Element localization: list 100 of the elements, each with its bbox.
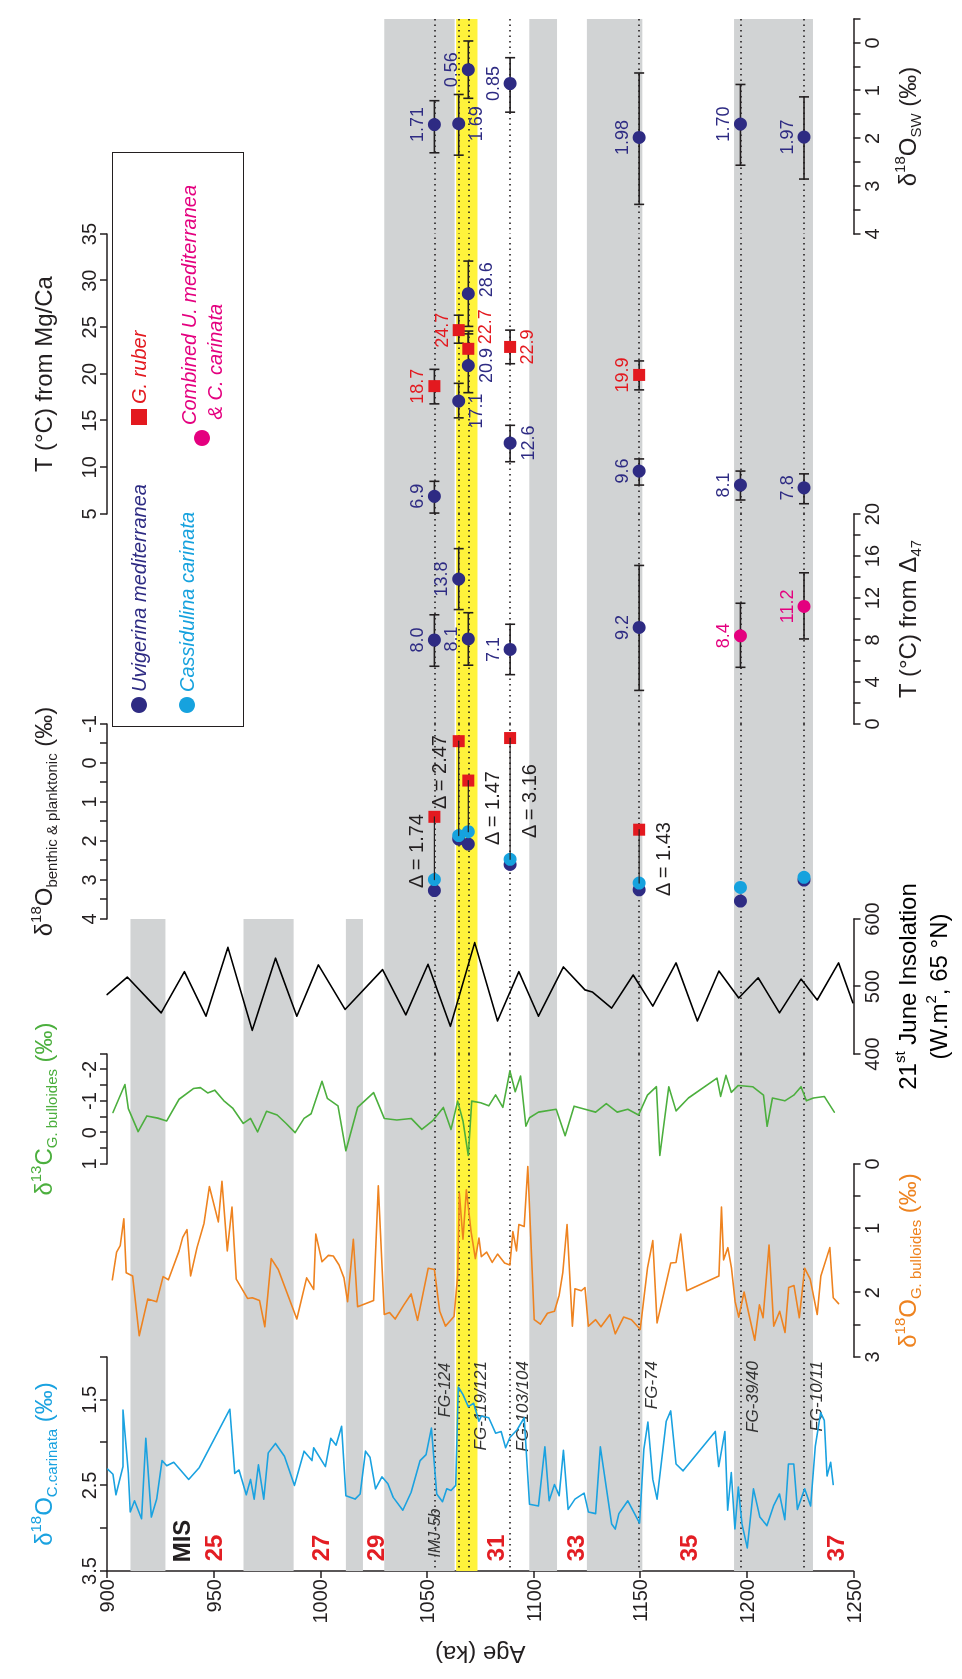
text: Combined U. mediterranea & C. carinata [178, 184, 226, 425]
y-tick-label: 1 [860, 1222, 883, 1234]
data-label: 1.98 [611, 119, 632, 156]
data-label: 8.4 [712, 623, 733, 649]
x-tick-label: 1050 [415, 1579, 438, 1624]
annotation: MIS [167, 1519, 195, 1563]
ref-line-label: FG-74 [642, 1361, 662, 1410]
point [504, 732, 517, 745]
y-tick-label: 20 [860, 502, 883, 526]
annotation: Δ = 1.43 [652, 822, 674, 896]
point [461, 287, 475, 301]
point [452, 735, 465, 748]
annotation: 27 [306, 1534, 334, 1562]
point [461, 837, 475, 851]
ref-line-label: FG-10/11 [807, 1361, 827, 1432]
point [797, 599, 811, 613]
data-label: 0.85 [482, 65, 503, 102]
y-tick-label: 3 [860, 180, 883, 192]
annotation: Δ = 1.47 [481, 771, 503, 845]
y-tick-label: 0 [860, 718, 883, 730]
y-tick-label: -1 [78, 715, 100, 733]
data-label: 18.7 [407, 368, 428, 404]
x-tick-label: 1150 [629, 1579, 652, 1623]
point [503, 852, 517, 866]
data-label: 8.1 [440, 626, 461, 652]
point [452, 394, 466, 408]
point [427, 489, 441, 503]
line-series [112, 1070, 836, 1157]
point [461, 63, 475, 77]
annotation: Δ = 2.47 [428, 735, 450, 809]
point [461, 632, 475, 646]
point [733, 894, 747, 908]
data-label: 22.7 [475, 309, 496, 345]
point [733, 880, 747, 894]
point [733, 117, 747, 131]
data-label: 28.6 [475, 262, 496, 298]
data-label: 7.1 [482, 636, 503, 662]
annotation: 25 [199, 1534, 227, 1562]
y-tick-label: -2 [78, 1060, 100, 1079]
annotation: 35 [674, 1534, 702, 1562]
point [452, 572, 466, 586]
y-tick-label: 15 [78, 409, 100, 432]
y-tick-label: 0 [860, 37, 883, 49]
data-label: 17.1 [466, 393, 487, 429]
data-label: 12.6 [517, 425, 538, 461]
y-tick-label: 400 [860, 1037, 883, 1071]
y-tick-label: 2.5 [78, 1471, 100, 1500]
point [461, 825, 475, 839]
y-tick-label: 35 [78, 222, 100, 246]
data-label: 6.9 [406, 483, 427, 509]
data-label: 1.97 [776, 119, 797, 155]
y-axis-title: δ13CG. bulloides (‰) [27, 1022, 60, 1196]
annotation: 31 [481, 1534, 509, 1562]
text: Cassidulina carinata [176, 511, 198, 692]
data-label: 8.1 [712, 472, 733, 498]
point [632, 130, 646, 144]
ref-line-label: FG-39/40 [743, 1360, 763, 1433]
y-tick-label: 3 [860, 1351, 883, 1363]
y-tick-label: -1 [78, 1092, 100, 1111]
y-tick-label: 4 [860, 676, 883, 688]
y-axis-title: δ18OSW (‰) [890, 66, 924, 187]
data-label: 9.2 [611, 614, 632, 640]
data-label: 11.2 [776, 589, 797, 624]
y-tick-label: 2 [860, 132, 883, 145]
x-tick-label: 1000 [309, 1579, 332, 1624]
y-tick-label: 12 [860, 586, 883, 610]
annotation: Δ = 1.74 [405, 814, 427, 888]
point [428, 380, 441, 393]
y-tick-label: 4 [78, 913, 100, 925]
y-tick-label: 4 [860, 228, 883, 240]
data-label: 1.69 [466, 106, 487, 142]
annotation: Δ = 3.16 [518, 764, 540, 838]
annotation: 33 [561, 1534, 589, 1562]
point [504, 340, 517, 353]
data-label: 8.0 [406, 627, 427, 653]
point [503, 436, 517, 450]
data-label: 1.71 [406, 107, 427, 143]
y-tick-label: 20 [78, 362, 100, 386]
data-label: 24.7 [431, 312, 452, 348]
annotation: 29 [361, 1534, 389, 1562]
point [733, 629, 747, 643]
data-label: 13.8 [431, 561, 452, 597]
line-series [106, 941, 854, 1032]
point [632, 620, 646, 634]
y-tick-label: 25 [78, 316, 100, 339]
text: G. ruber [128, 329, 150, 404]
point [503, 642, 517, 656]
data-label: 1.70 [712, 106, 733, 142]
y-tick-label: 16 [860, 544, 883, 568]
data-label: 20.9 [475, 348, 496, 384]
y-axis-title: δ18OG. bulloides (‰) [890, 1173, 924, 1348]
annotation: 37 [821, 1534, 849, 1562]
data-label: 19.9 [612, 357, 633, 393]
x-axis-title: Age (ka) [434, 1641, 526, 1668]
point [503, 77, 517, 90]
y-tick-label: 0 [78, 757, 100, 769]
y-tick-label: 5 [78, 508, 100, 520]
point [733, 478, 747, 492]
y-tick-label: 30 [78, 269, 100, 292]
x-tick-label: 1250 [842, 1579, 865, 1624]
